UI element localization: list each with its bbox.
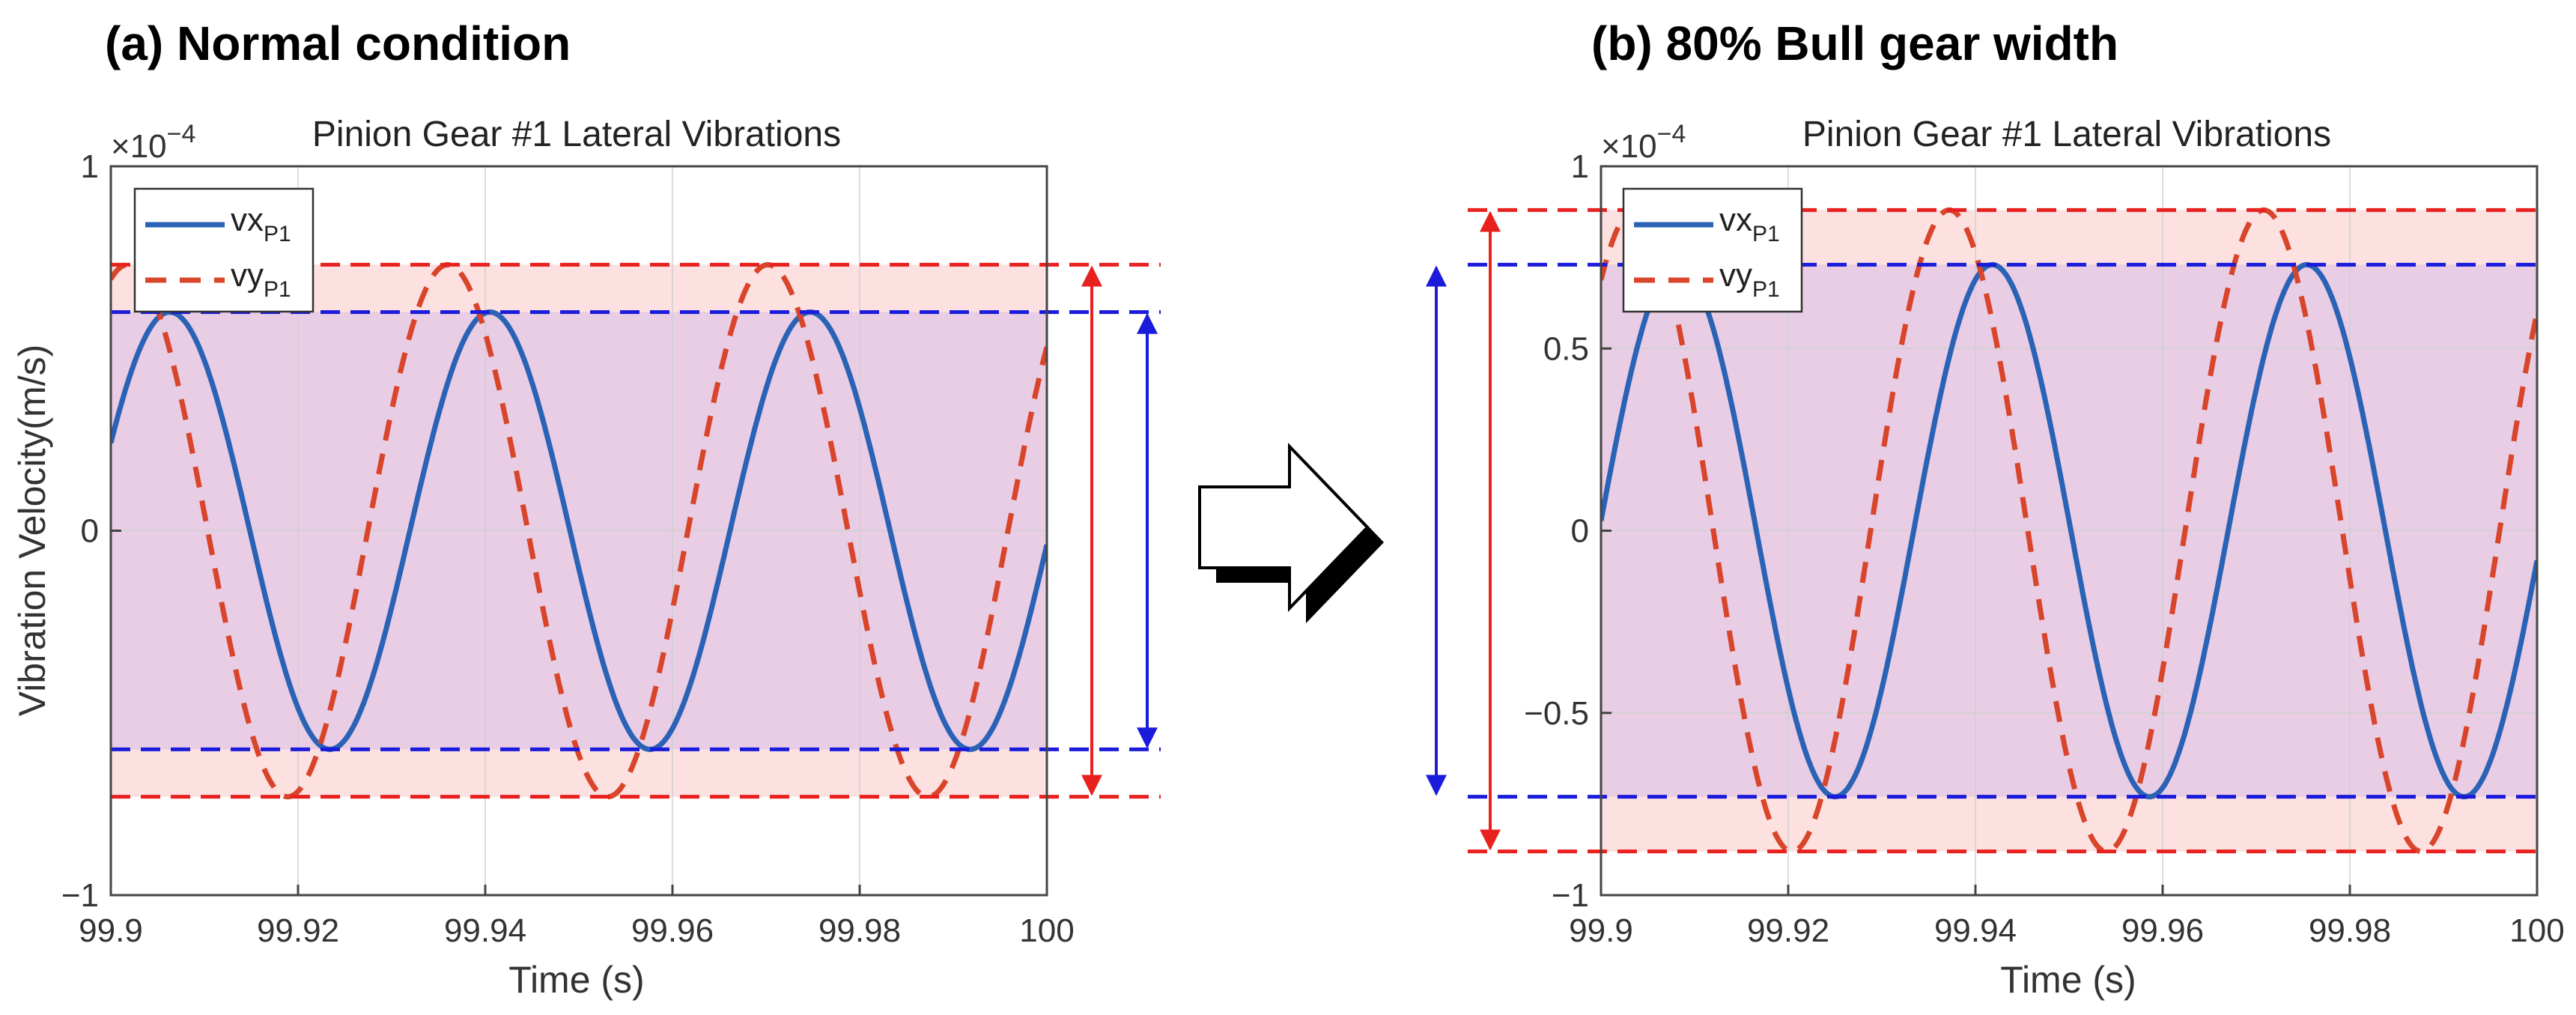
chart-a-xtick-label: 99.92 xyxy=(257,912,339,949)
chart-a-legend-label-vy: vyP1 xyxy=(231,257,291,302)
chart-b-legend-label-vx: vxP1 xyxy=(1719,202,1780,246)
chart-b-xtick-label: 99.98 xyxy=(2309,912,2391,949)
chart-a-legend: vxP1 vyP1 xyxy=(133,187,315,313)
chart-b-xlabel: Time (s) xyxy=(2000,959,2136,1001)
chart-a-legend-label-vx: vxP1 xyxy=(231,202,291,246)
chart-b-xtick-label: 99.94 xyxy=(1934,912,2017,949)
panel-b-title: (b) 80% Bull gear width xyxy=(1591,16,2118,70)
chart-b-legend: vxP1 vyP1 xyxy=(1622,187,1803,313)
chart-a-series-vy_P1 xyxy=(111,261,1047,800)
chart-a-xtick-label: 99.98 xyxy=(818,912,901,949)
chart-b-xtick-label: 99.92 xyxy=(1747,912,1829,949)
chart-b-ytick-label: 1 xyxy=(1571,148,1589,185)
chart-b: Pinion Gear #1 Lateral Vibrations ×10−4 … xyxy=(1426,115,2565,1001)
chart-a-exp-base: ×10 xyxy=(111,128,167,165)
chart-b-xtick-label: 99.96 xyxy=(2121,912,2204,949)
chart-b-exp-base: ×10 xyxy=(1601,128,1657,165)
chart-a-legend-box xyxy=(133,187,315,313)
chart-a-ylabel: Vibration Velocity(m/s) xyxy=(11,345,53,716)
chart-a-title: Pinion Gear #1 Lateral Vibrations xyxy=(312,115,841,154)
chart-a-ytick-label: 1 xyxy=(81,148,99,185)
chart-b-exp-power: −4 xyxy=(1657,120,1686,148)
chart-b-ytick-label: 0.5 xyxy=(1543,330,1589,367)
chart-b-ytick-label: −1 xyxy=(1552,877,1589,914)
chart-b-series-vy_P1 xyxy=(1601,207,2537,855)
chart-b-legend-label-vy: vyP1 xyxy=(1719,257,1780,302)
chart-a-xtick-label: 99.94 xyxy=(444,912,526,949)
chart-b-xtick-label: 99.9 xyxy=(1569,912,1633,949)
panel-a-title: (a) Normal condition xyxy=(105,16,571,70)
chart-b-xtick-label: 100 xyxy=(2509,912,2564,949)
chart-b-legend-box xyxy=(1622,187,1803,313)
svg-text:×10−4: ×10−4 xyxy=(111,120,195,165)
chart-a: Pinion Gear #1 Lateral Vibrations ×10−4 … xyxy=(11,115,1161,1001)
chart-a-ytick-label: −1 xyxy=(61,877,99,914)
chart-a-xtick-label: 99.96 xyxy=(631,912,714,949)
chart-b-ytick-label: 0 xyxy=(1571,513,1589,550)
chart-b-series-vx_P1 xyxy=(1601,261,2537,800)
chart-b-title: Pinion Gear #1 Lateral Vibrations xyxy=(1802,115,2331,154)
chart-b-exponent: ×10−4 xyxy=(1601,120,1686,165)
comparison-arrow xyxy=(1198,443,1384,623)
chart-b-ytick-label: −0.5 xyxy=(1524,695,1589,732)
chart-a-exponent: ×10−4 xyxy=(111,120,195,165)
chart-a-xtick-label: 99.9 xyxy=(79,912,143,949)
svg-text:×10−4: ×10−4 xyxy=(1601,120,1686,165)
chart-a-ytick-label: 0 xyxy=(81,513,99,550)
chart-a-xtick-label: 100 xyxy=(1019,912,1074,949)
chart-a-xlabel: Time (s) xyxy=(508,959,644,1001)
chart-a-exp-power: −4 xyxy=(167,120,196,148)
chart-a-series-vx_P1 xyxy=(111,309,1047,752)
